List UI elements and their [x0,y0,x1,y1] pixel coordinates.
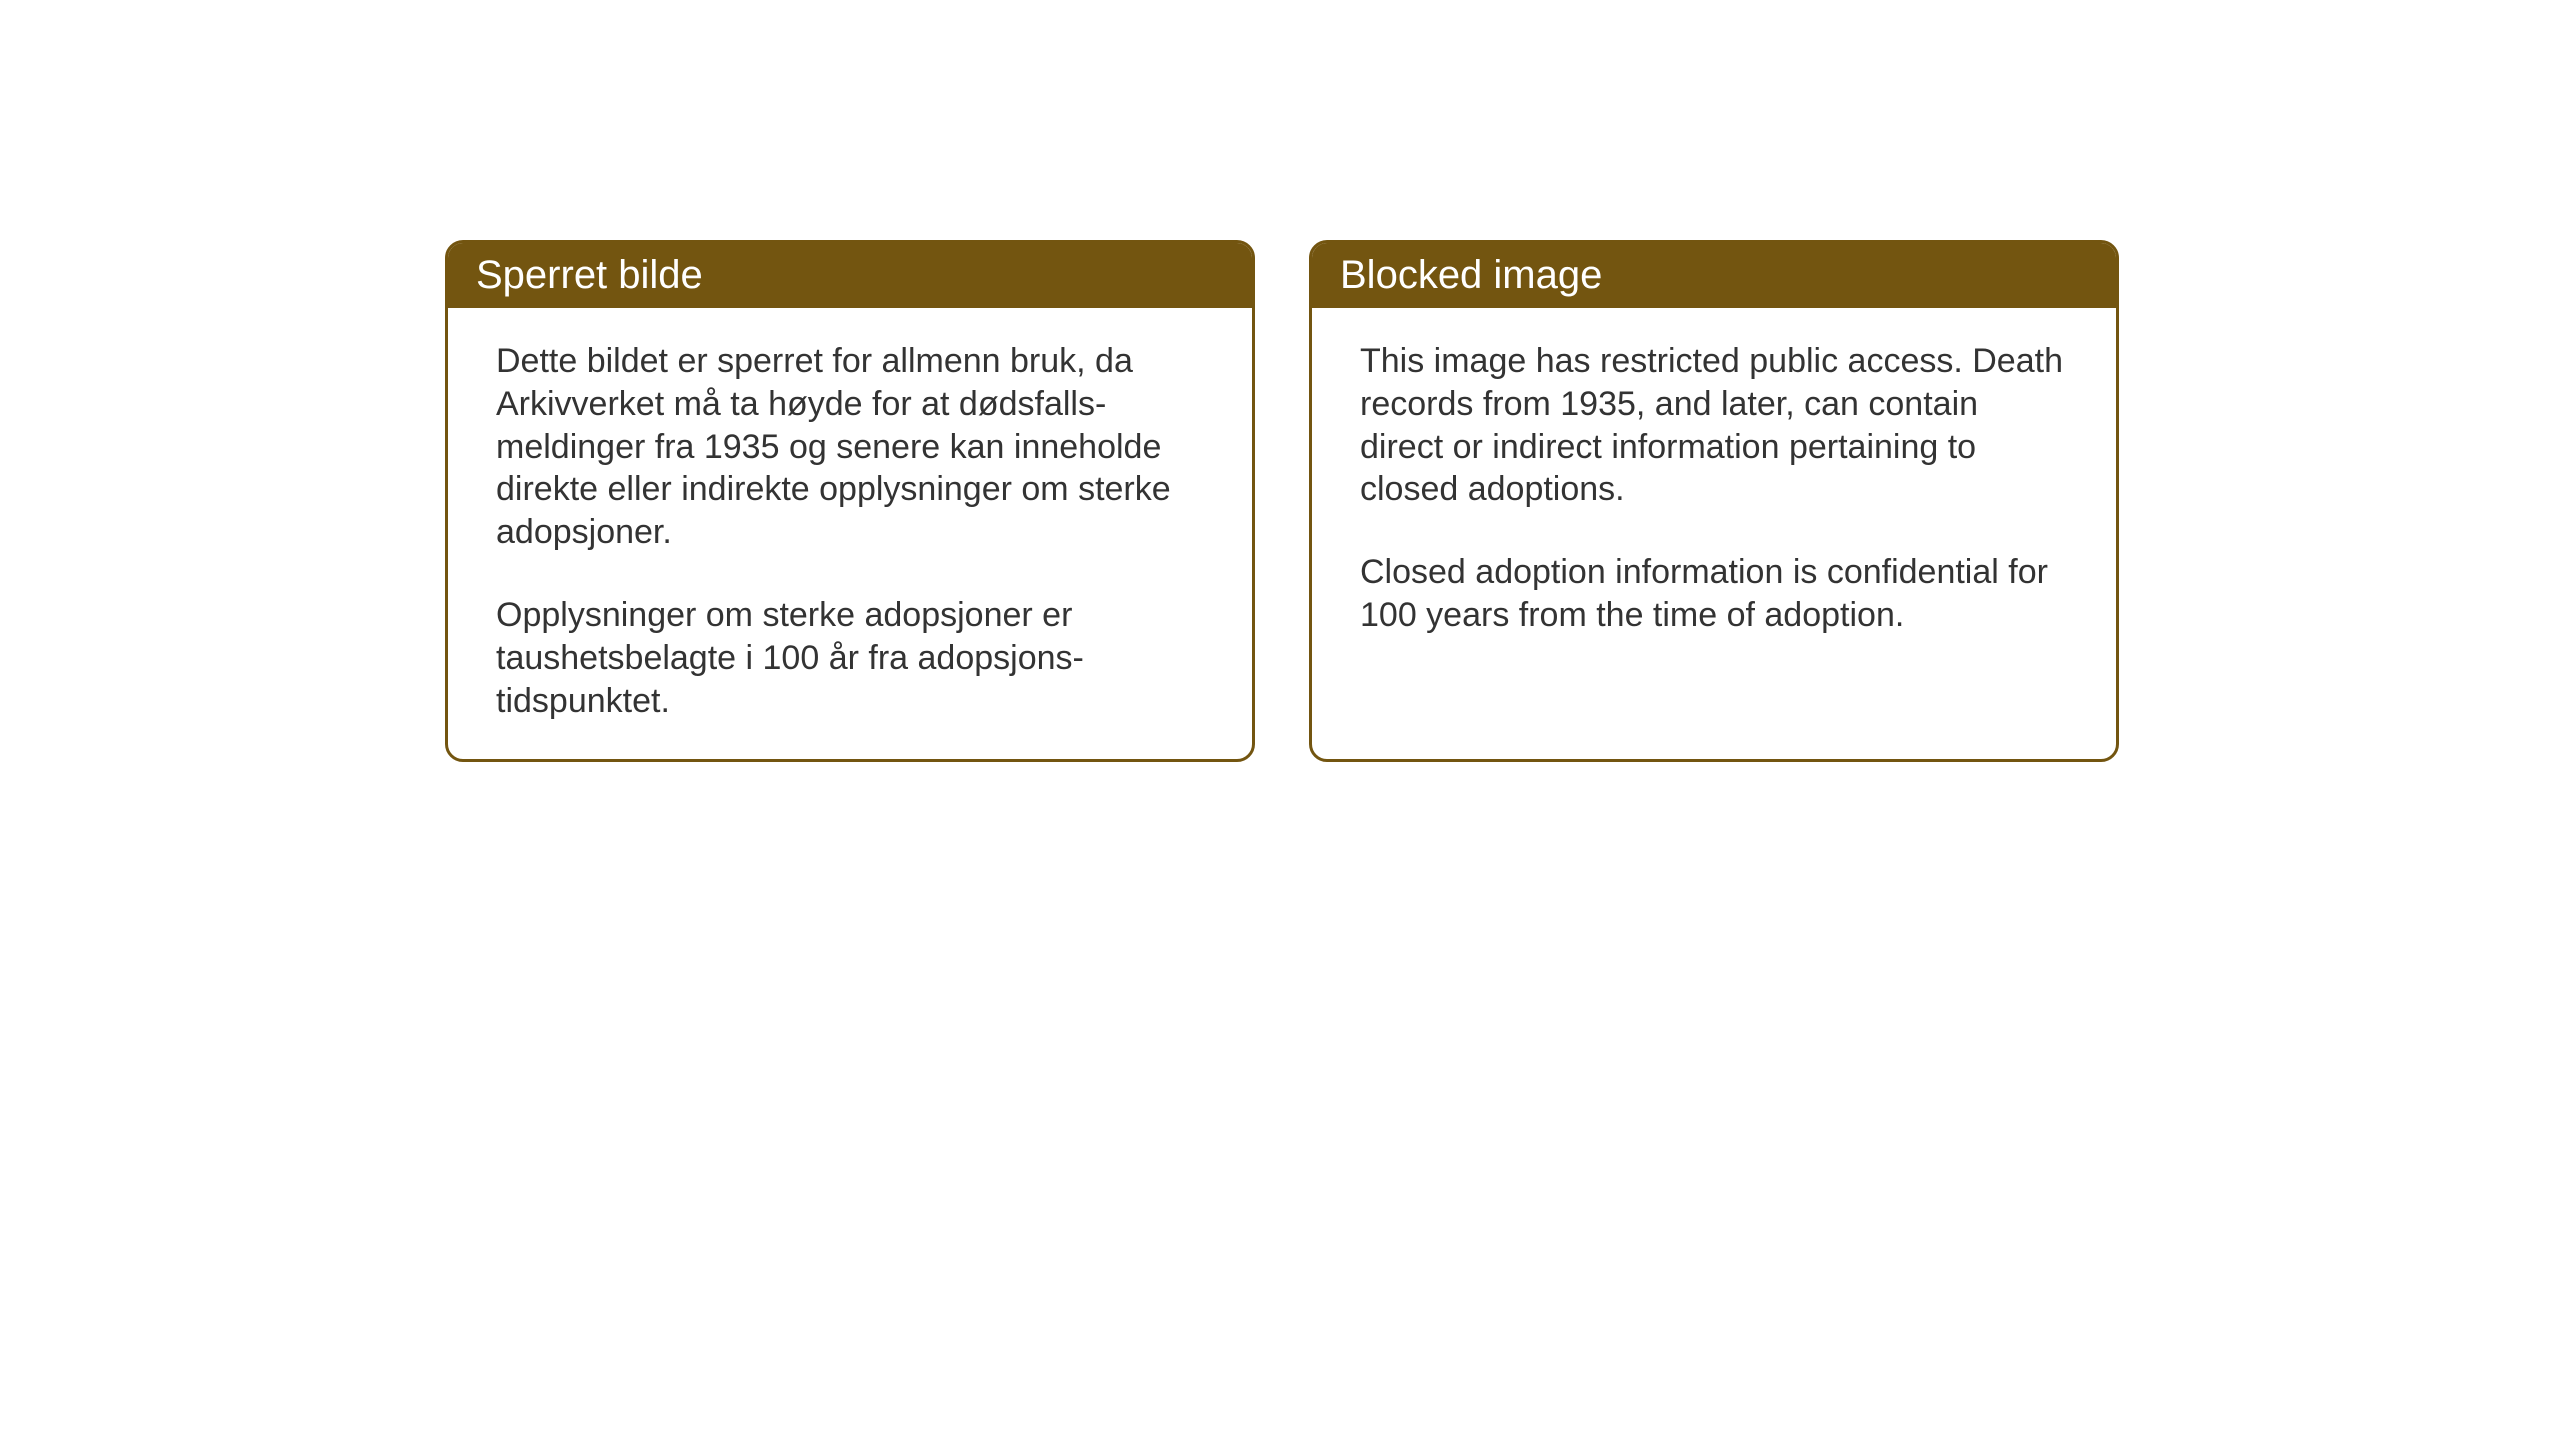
card-header-norwegian: Sperret bilde [448,243,1252,308]
paragraph-2-english: Closed adoption information is confident… [1360,551,2068,637]
card-body-norwegian: Dette bildet er sperret for allmenn bruk… [448,308,1252,759]
paragraph-1-norwegian: Dette bildet er sperret for allmenn bruk… [496,340,1204,554]
card-body-english: This image has restricted public access.… [1312,308,2116,748]
card-english: Blocked image This image has restricted … [1309,240,2119,762]
card-norwegian: Sperret bilde Dette bildet er sperret fo… [445,240,1255,762]
paragraph-2-norwegian: Opplysninger om sterke adopsjoner er tau… [496,594,1204,722]
card-header-english: Blocked image [1312,243,2116,308]
paragraph-1-english: This image has restricted public access.… [1360,340,2068,511]
cards-container: Sperret bilde Dette bildet er sperret fo… [445,240,2119,762]
